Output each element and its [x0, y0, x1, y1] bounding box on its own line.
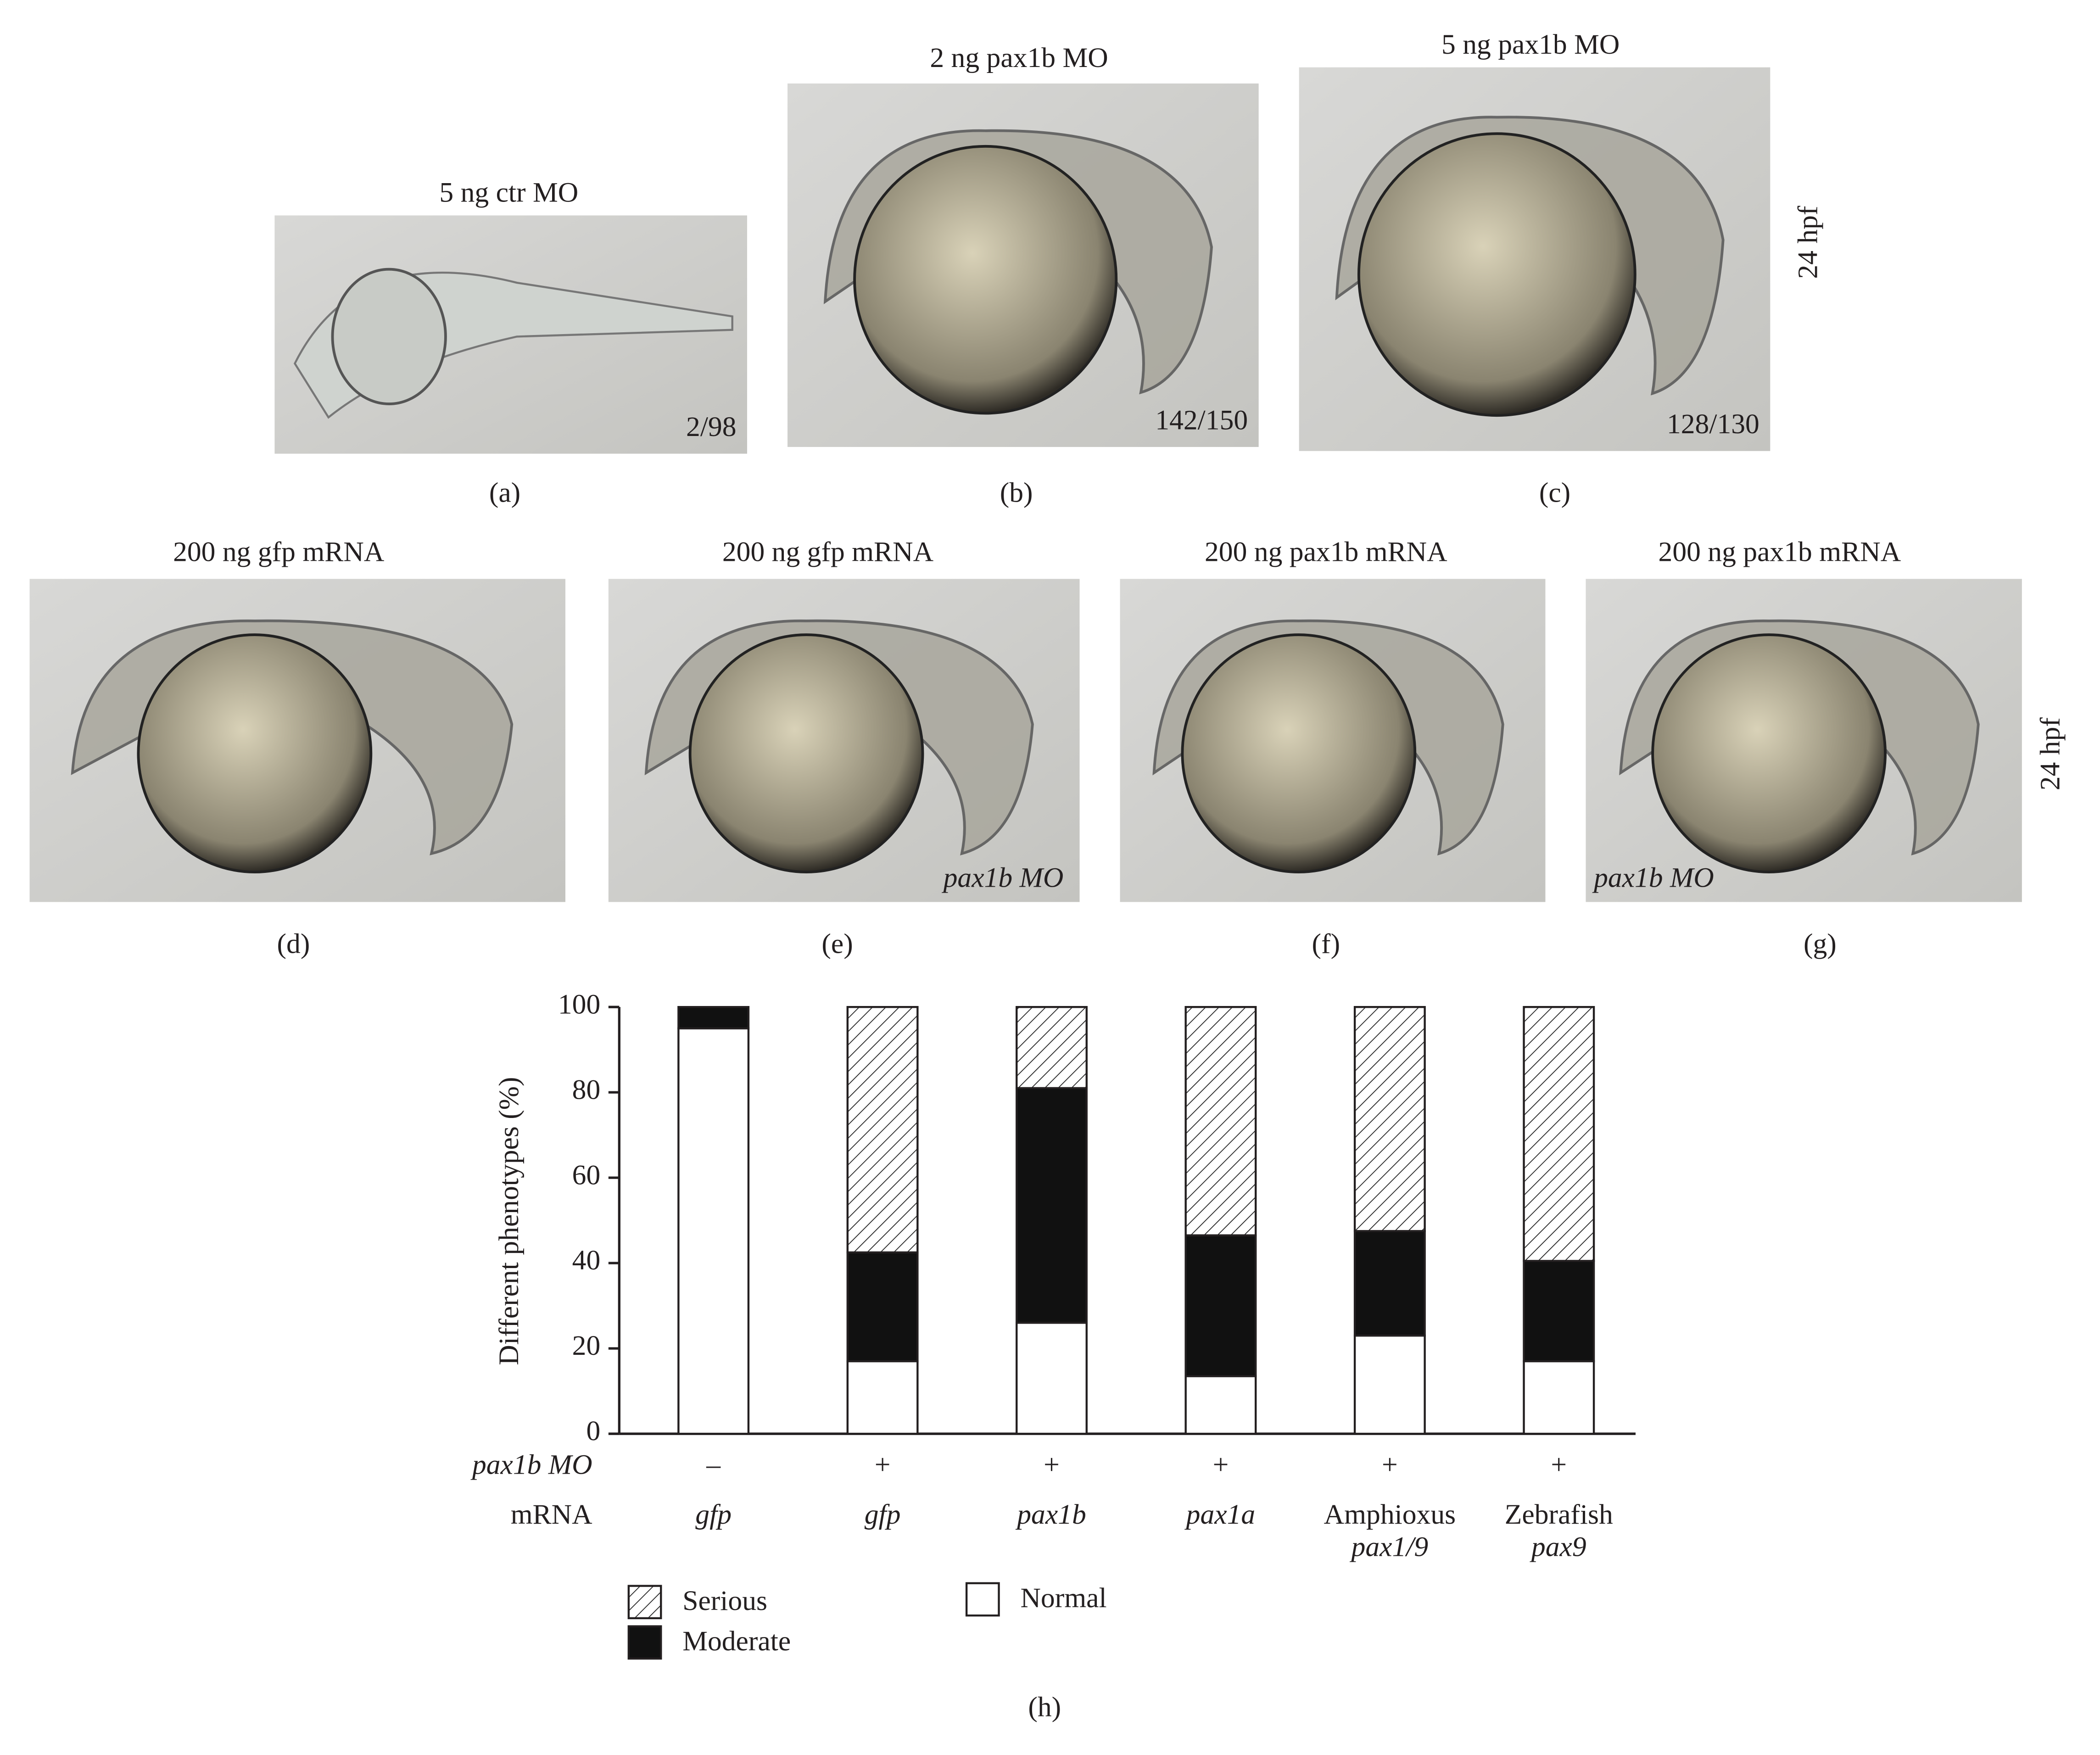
panel-label: (f) [1312, 928, 1340, 959]
row-label: mRNA [511, 1499, 592, 1530]
x-tick-label: Amphioxus [1324, 1499, 1456, 1530]
row-label: pax1b MO [470, 1449, 592, 1481]
y-tick-label: 80 [572, 1074, 601, 1105]
panel-label: (c) [1539, 477, 1570, 509]
y-tick-label: 60 [572, 1159, 601, 1190]
legend-swatch [627, 1625, 662, 1660]
row-value: + [1551, 1449, 1567, 1481]
y-tick-label: 100 [558, 989, 600, 1020]
yolk [331, 268, 447, 405]
bar-segment [1184, 1375, 1257, 1435]
bar-segment [1016, 1006, 1088, 1090]
bar-segment [846, 1251, 919, 1363]
panel-label: (h) [1028, 1692, 1061, 1723]
y-axis-label: Different phenotypes (%) [493, 1077, 525, 1365]
yolk [688, 633, 924, 873]
legend-swatch [965, 1582, 1000, 1617]
embryo-count: 142/150 [1155, 404, 1248, 436]
x-tick-label: gfp [865, 1499, 901, 1530]
embryo-count: 128/130 [1667, 408, 1759, 440]
panel-label: (d) [277, 928, 310, 959]
panel-title: 5 ng ctr MO [439, 177, 578, 208]
x-tick-label: pax1/9 [1350, 1531, 1429, 1562]
embryo-count: 2/98 [686, 411, 737, 442]
row-value: + [1044, 1449, 1060, 1481]
side-label: 24 hpf [1792, 206, 1823, 279]
row-value: – [706, 1449, 721, 1481]
legend-swatch [627, 1585, 662, 1620]
panel-note: pax1b MO [942, 862, 1064, 894]
panel-label: (g) [1804, 928, 1837, 959]
panel-title: 5 ng pax1b MO [1441, 29, 1620, 60]
x-tick-label: Zebrafish [1505, 1499, 1613, 1530]
side-label: 24 hpf [2034, 717, 2066, 791]
panel-title: 2 ng pax1b MO [930, 42, 1108, 73]
bar-segment [1353, 1230, 1426, 1337]
y-tick-label: 0 [586, 1415, 600, 1447]
x-tick-label: pax1b [1015, 1499, 1086, 1530]
panel-label: (b) [1000, 477, 1033, 509]
bar-segment [1016, 1087, 1088, 1324]
bar-segment [1184, 1006, 1257, 1236]
yolk [137, 633, 373, 873]
bar-segment [1523, 1260, 1595, 1363]
bar-segment [846, 1006, 919, 1254]
panel-title: 200 ng gfp mRNA [722, 537, 934, 568]
y-tick-label: 40 [572, 1245, 601, 1276]
row-value: + [1213, 1449, 1229, 1481]
bar-segment [1016, 1322, 1088, 1435]
panel-title: 200 ng pax1b mRNA [1205, 537, 1447, 568]
panel-label: (e) [821, 928, 853, 959]
x-tick-label: pax9 [1530, 1531, 1586, 1562]
bar-segment [677, 1006, 750, 1029]
bar-segment [677, 1027, 750, 1435]
bar-segment [1353, 1334, 1426, 1435]
bar-segment [1353, 1006, 1426, 1232]
bar-segment [1523, 1360, 1595, 1435]
legend-label: Normal [1020, 1582, 1106, 1614]
bar-segment [1523, 1006, 1595, 1262]
panel-label: (a) [489, 477, 520, 509]
bar-segment [1184, 1234, 1257, 1377]
row-value: + [1382, 1449, 1398, 1481]
yolk [1181, 633, 1417, 873]
yolk [1357, 132, 1636, 417]
row-value: + [875, 1449, 891, 1481]
x-tick-label: gfp [695, 1499, 732, 1530]
legend-label: Serious [682, 1585, 767, 1616]
x-tick-label: pax1a [1184, 1499, 1256, 1530]
y-tick-label: 20 [572, 1330, 601, 1361]
legend-label: Moderate [682, 1626, 791, 1657]
panel-title: 200 ng gfp mRNA [173, 537, 385, 568]
yolk [853, 145, 1118, 415]
yolk [1651, 633, 1887, 873]
bar-segment [846, 1360, 919, 1435]
panel-title: 200 ng pax1b mRNA [1659, 537, 1901, 568]
panel-note: pax1b MO [1592, 862, 1714, 894]
